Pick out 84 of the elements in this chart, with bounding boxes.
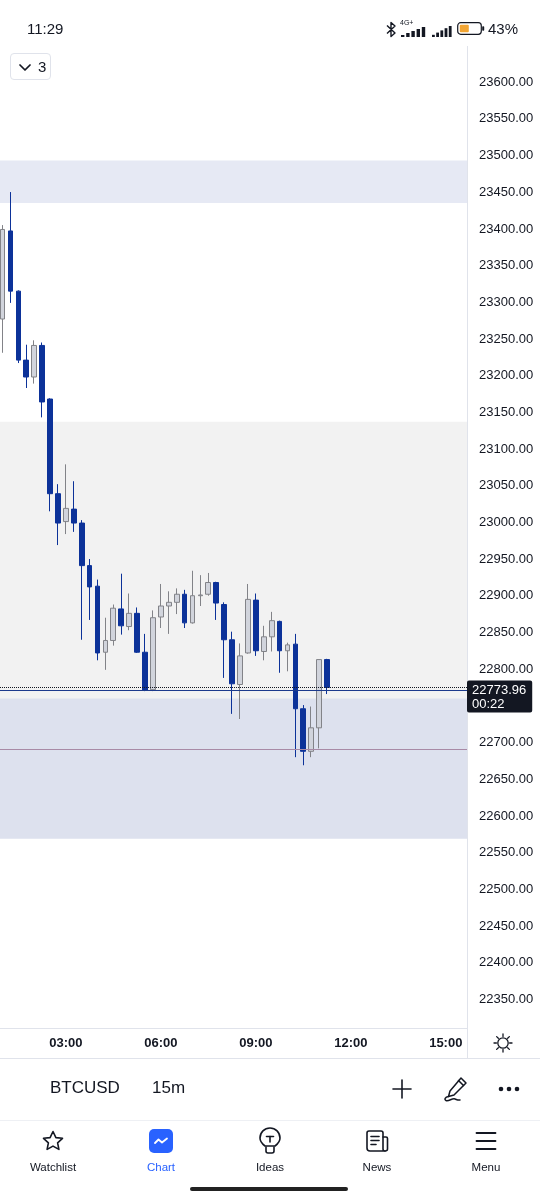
y-tick-label: 23150.00 bbox=[479, 404, 534, 419]
text: BTCUSD bbox=[50, 1077, 120, 1099]
candlestick bbox=[174, 587, 180, 615]
text: News bbox=[361, 1160, 393, 1175]
candlestick bbox=[0, 224, 5, 354]
candlestick bbox=[103, 617, 108, 671]
candlestick bbox=[39, 342, 45, 418]
candlestick bbox=[261, 625, 267, 661]
y-tick-label: 22850.00 bbox=[479, 624, 534, 640]
text: Menu bbox=[470, 1160, 502, 1175]
text: Watchlist bbox=[28, 1160, 78, 1175]
annotation: 3 bbox=[38, 58, 47, 76]
y-tick-label: 22500.00 bbox=[479, 881, 534, 897]
y-tick-label: 23600.00 bbox=[479, 73, 534, 89]
candlestick bbox=[166, 590, 172, 635]
y-tick-label: 22950.00 bbox=[479, 550, 534, 566]
candlestick bbox=[23, 344, 29, 389]
candlestick bbox=[198, 574, 203, 607]
candlestick bbox=[55, 483, 61, 546]
y-tick-label: 22550.00 bbox=[479, 844, 534, 860]
y-tick-label: 23050.00 bbox=[479, 477, 534, 493]
candlestick bbox=[126, 593, 132, 631]
y-tick-label: 23450.00 bbox=[479, 183, 534, 199]
candlestick bbox=[158, 583, 164, 629]
x-tick-label: 12:00 bbox=[334, 1035, 368, 1050]
candlestick bbox=[31, 339, 37, 385]
candlestick bbox=[308, 706, 314, 758]
x-tick-label: 03:00 bbox=[49, 1035, 83, 1050]
y-tick-label: 23000.00 bbox=[479, 514, 534, 530]
y-tick-label: 23500.00 bbox=[479, 147, 534, 163]
candlestick bbox=[269, 611, 275, 652]
candlestick bbox=[293, 633, 298, 758]
y-tick-label: 23300.00 bbox=[479, 293, 534, 309]
candlestick bbox=[134, 606, 140, 654]
y-tick-label: 23100.00 bbox=[479, 440, 534, 456]
candlestick bbox=[63, 463, 69, 535]
y-tick-label: 22700.00 bbox=[479, 734, 534, 750]
x-tick-label: 09:00 bbox=[239, 1035, 273, 1050]
y-tick-label: 23550.00 bbox=[479, 110, 534, 126]
candlestick bbox=[205, 572, 211, 597]
candlestick bbox=[237, 642, 243, 720]
y-tick-label: 22350.00 bbox=[479, 991, 534, 1007]
y-tick-label: 23400.00 bbox=[479, 220, 534, 236]
candlestick bbox=[285, 642, 290, 672]
candlestick bbox=[87, 558, 92, 621]
candlestick bbox=[142, 633, 148, 692]
y-tick-label: 23200.00 bbox=[479, 367, 534, 383]
text: 43% bbox=[488, 20, 519, 38]
candlestick bbox=[79, 519, 85, 641]
candlestick bbox=[277, 620, 282, 674]
y-tick-label: 22450.00 bbox=[479, 917, 534, 933]
x-tick-label: 15:00 bbox=[429, 1035, 463, 1050]
dropdown-button: 3 bbox=[10, 53, 51, 80]
candlestick bbox=[229, 631, 235, 715]
y-tick-label: 22800.00 bbox=[479, 660, 534, 676]
text: 15m bbox=[152, 1077, 186, 1099]
candlestick bbox=[118, 573, 124, 636]
candlestick bbox=[47, 397, 53, 512]
candlestick bbox=[316, 659, 322, 749]
y-tick-label: 22900.00 bbox=[479, 587, 534, 603]
candlestick bbox=[213, 581, 219, 621]
candlestick bbox=[253, 593, 259, 657]
candlestick bbox=[182, 589, 187, 629]
candlestick bbox=[16, 289, 21, 364]
candlestick bbox=[8, 191, 13, 304]
y-tick-label: 22400.00 bbox=[479, 954, 534, 970]
candlestick bbox=[221, 601, 227, 679]
y-tick-label: 23350.00 bbox=[479, 257, 534, 273]
candlestick bbox=[110, 604, 116, 647]
candlestick bbox=[245, 583, 251, 655]
candlestick bbox=[190, 570, 195, 625]
y-tick-label: 23250.00 bbox=[479, 330, 534, 346]
x-tick-label: 06:00 bbox=[144, 1035, 178, 1050]
text: 11:29 bbox=[27, 20, 64, 38]
y-tick-label: 22650.00 bbox=[479, 770, 534, 786]
candlestick bbox=[95, 579, 100, 661]
candlestick bbox=[150, 609, 156, 692]
text: Ideas bbox=[254, 1160, 286, 1175]
candlestick bbox=[324, 658, 330, 695]
y-tick-label: 22600.00 bbox=[479, 807, 534, 823]
candlestick bbox=[71, 480, 77, 533]
text: Chart bbox=[145, 1160, 177, 1175]
candlestick bbox=[300, 704, 306, 766]
ref-line-label: 22773.96 00:22 bbox=[472, 681, 527, 711]
